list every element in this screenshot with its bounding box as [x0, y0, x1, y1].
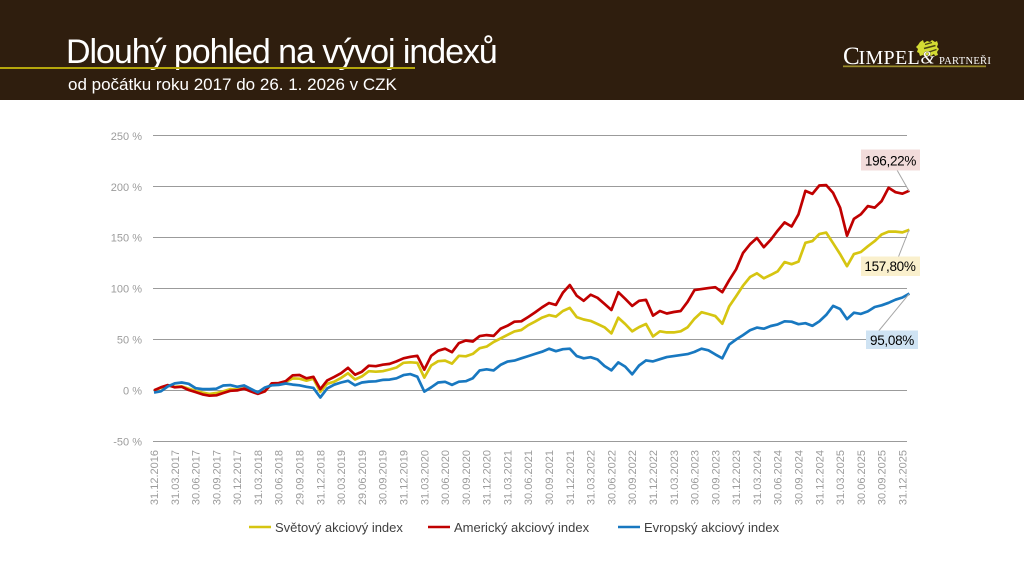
svg-text:31.03.2024: 31.03.2024 — [752, 450, 764, 505]
svg-text:30.09.2025: 30.09.2025 — [877, 450, 889, 505]
svg-text:31.03.2021: 31.03.2021 — [502, 450, 514, 505]
svg-text:Světový akciový index: Světový akciový index — [275, 520, 403, 535]
svg-text:C: C — [843, 43, 860, 70]
svg-text:50 %: 50 % — [117, 335, 142, 347]
svg-text:0 %: 0 % — [123, 385, 142, 397]
svg-text:31.12.2016: 31.12.2016 — [149, 450, 161, 505]
svg-text:30.06.2021: 30.06.2021 — [523, 450, 535, 505]
svg-text:31.03.2020: 31.03.2020 — [419, 450, 431, 505]
svg-text:Americký akciový index: Americký akciový index — [454, 520, 590, 535]
svg-text:30.09.2024: 30.09.2024 — [794, 450, 806, 505]
svg-text:30.09.2022: 30.09.2022 — [627, 450, 639, 505]
svg-text:PARTNEŘI: PARTNEŘI — [939, 55, 991, 67]
svg-text:30.06.2022: 30.06.2022 — [606, 450, 618, 505]
svg-text:30.09.2023: 30.09.2023 — [710, 450, 722, 505]
svg-text:157,80%: 157,80% — [864, 259, 915, 274]
svg-text:31.03.2025: 31.03.2025 — [835, 450, 847, 505]
svg-text:250 %: 250 % — [111, 131, 142, 143]
svg-text:IMPEL: IMPEL — [859, 47, 921, 69]
svg-text:31.12.2018: 31.12.2018 — [315, 450, 327, 505]
svg-text:29.06.2019: 29.06.2019 — [357, 450, 369, 505]
svg-text:31.03.2017: 31.03.2017 — [170, 450, 182, 505]
svg-text:-50 %: -50 % — [113, 436, 142, 448]
svg-text:31.03.2022: 31.03.2022 — [586, 450, 598, 505]
svg-text:196,22%: 196,22% — [865, 154, 916, 169]
svg-text:31.12.2021: 31.12.2021 — [565, 450, 577, 505]
svg-text:30.09.2020: 30.09.2020 — [461, 450, 473, 505]
svg-text:30.06.2020: 30.06.2020 — [440, 450, 452, 505]
svg-text:30.06.2025: 30.06.2025 — [856, 450, 868, 505]
svg-text:30.09.2019: 30.09.2019 — [378, 450, 390, 505]
svg-text:&: & — [921, 48, 935, 68]
svg-text:30.12.2017: 30.12.2017 — [232, 450, 244, 505]
svg-text:31.03.2018: 31.03.2018 — [253, 450, 265, 505]
svg-text:31.03.2023: 31.03.2023 — [669, 450, 681, 505]
svg-text:Evropský akciový index: Evropský akciový index — [644, 520, 780, 535]
svg-text:200 %: 200 % — [111, 182, 142, 194]
svg-text:30.06.2024: 30.06.2024 — [773, 450, 785, 505]
svg-text:150 %: 150 % — [111, 233, 142, 245]
svg-text:31.12.2024: 31.12.2024 — [814, 450, 826, 505]
svg-text:30.06.2018: 30.06.2018 — [274, 450, 286, 505]
svg-text:30.09.2017: 30.09.2017 — [211, 450, 223, 505]
svg-text:31.12.2022: 31.12.2022 — [648, 450, 660, 505]
svg-text:31.12.2020: 31.12.2020 — [482, 450, 494, 505]
svg-text:30.09.2021: 30.09.2021 — [544, 450, 556, 505]
svg-text:31.12.2019: 31.12.2019 — [399, 450, 411, 505]
svg-text:30.03.2019: 30.03.2019 — [336, 450, 348, 505]
svg-text:29.09.2018: 29.09.2018 — [295, 450, 307, 505]
svg-text:30.06.2017: 30.06.2017 — [191, 450, 203, 505]
svg-text:100 %: 100 % — [111, 284, 142, 296]
svg-text:31.12.2025: 31.12.2025 — [897, 450, 909, 505]
svg-text:95,08%: 95,08% — [870, 333, 914, 348]
svg-text:31.12.2023: 31.12.2023 — [731, 450, 743, 505]
svg-text:30.06.2023: 30.06.2023 — [690, 450, 702, 505]
